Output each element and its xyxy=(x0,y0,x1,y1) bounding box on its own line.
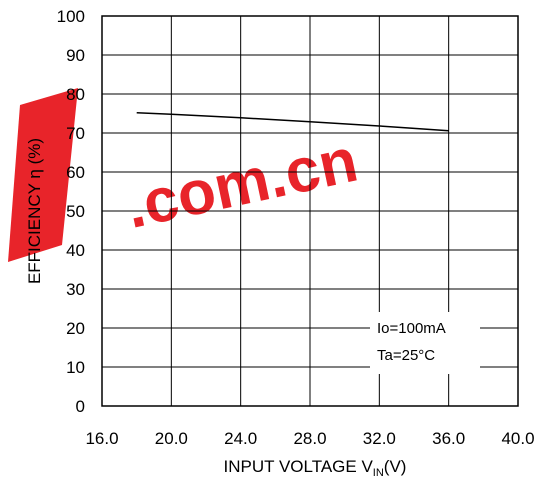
watermark-logo-shape xyxy=(8,88,78,262)
efficiency-line xyxy=(136,111,449,132)
y-tick-labels: 0 10 20 30 40 50 60 70 80 90 100 xyxy=(57,7,85,416)
y-tick-label: 20 xyxy=(66,319,85,338)
x-tick-label: 32.0 xyxy=(363,429,396,448)
x-tick-label: 40.0 xyxy=(501,429,534,448)
annotation-temperature: Ta=25°C xyxy=(377,347,435,364)
watermark-text: .com.cn xyxy=(120,126,364,242)
x-axis-title-subscript: IN xyxy=(373,467,384,479)
grid-lines xyxy=(102,16,518,406)
annotation-background xyxy=(370,312,480,374)
annotation-current: Io=100mA xyxy=(377,320,446,337)
x-tick-label: 36.0 xyxy=(432,429,465,448)
series-lines xyxy=(136,111,449,132)
x-axis-title: INPUT VOLTAGE VIN(V) xyxy=(224,457,407,479)
annotation-box: Io=100mA Ta=25°C xyxy=(370,312,480,374)
x-tick-labels: 16.0 20.0 24.0 28.0 32.0 36.0 40.0 xyxy=(85,429,534,448)
x-tick-label: 20.0 xyxy=(155,429,188,448)
y-tick-label: 100 xyxy=(57,7,85,26)
y-tick-label: 70 xyxy=(66,124,85,143)
y-tick-label: 60 xyxy=(66,163,85,182)
y-tick-label: 40 xyxy=(66,241,85,260)
x-axis-title-unit: (V) xyxy=(384,457,407,476)
y-tick-label: 50 xyxy=(66,202,85,221)
y-axis-title: EFFICIENCY η (%) xyxy=(25,138,44,284)
x-tick-label: 24.0 xyxy=(224,429,257,448)
y-tick-label: 10 xyxy=(66,358,85,377)
x-axis-title-main: INPUT VOLTAGE V xyxy=(224,457,374,476)
y-tick-label: 0 xyxy=(76,397,85,416)
x-tick-label: 28.0 xyxy=(293,429,326,448)
y-tick-label: 80 xyxy=(66,85,85,104)
y-tick-label: 90 xyxy=(66,46,85,65)
y-tick-label: 30 xyxy=(66,280,85,299)
x-tick-label: 16.0 xyxy=(85,429,118,448)
